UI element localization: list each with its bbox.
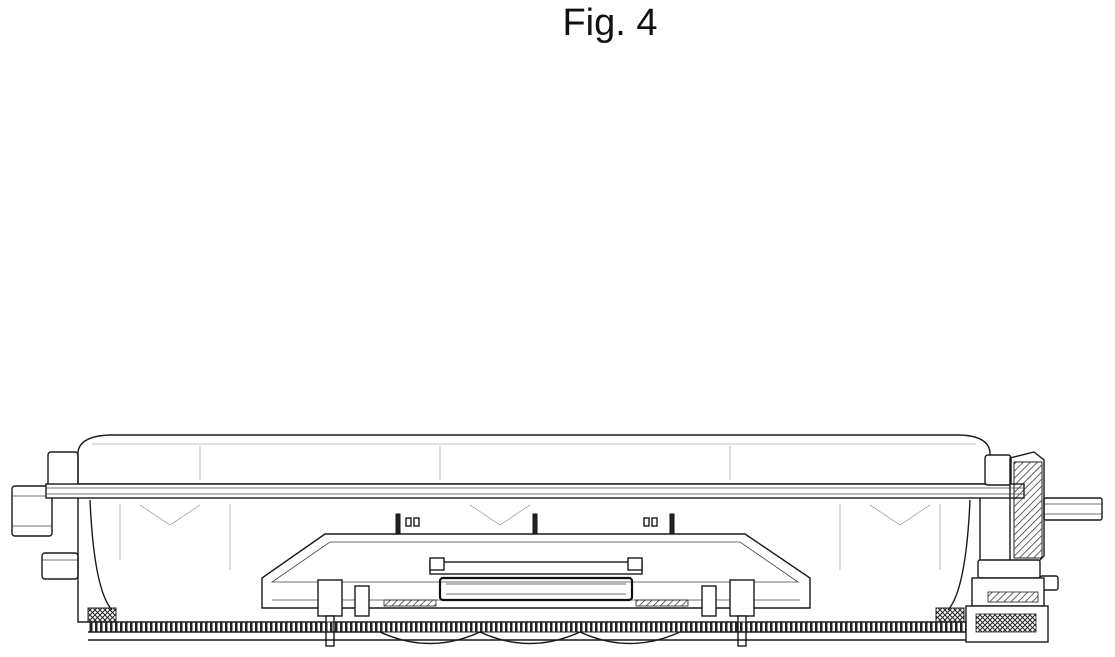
base-rail (88, 608, 984, 644)
left-end-assembly (12, 452, 78, 579)
shading-lines (120, 446, 940, 570)
right-gear-assembly (966, 452, 1102, 642)
